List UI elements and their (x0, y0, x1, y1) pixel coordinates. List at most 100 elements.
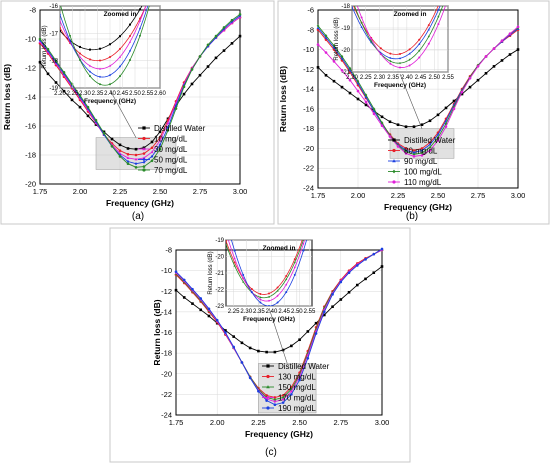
series-point (332, 79, 336, 83)
inset-x-tick-label: 2.55 (142, 91, 154, 97)
legend-entry: 170 mg/dL (278, 394, 316, 403)
series-point (356, 89, 360, 93)
series-point (436, 113, 440, 117)
inset-series-point (129, 58, 131, 61)
inset-y-tick-label: -21 (215, 271, 224, 277)
inset-y-tick-label: -23 (215, 304, 224, 310)
legend-swatch-marker (142, 147, 146, 151)
series-point (281, 395, 285, 399)
inset-series-point (79, 45, 81, 48)
series-point (340, 85, 344, 89)
series-point (281, 394, 285, 397)
inset-series-point (98, 67, 102, 70)
inset-series-point (268, 292, 270, 295)
y-tick-label: -22 (303, 164, 314, 173)
inset-series-point (427, 28, 430, 31)
legend-swatch-marker (142, 157, 146, 162)
series-point (265, 399, 268, 402)
series-point (420, 154, 424, 157)
series-point (62, 89, 66, 93)
x-tick-label: 1.75 (33, 187, 48, 196)
series-point (118, 149, 122, 152)
inset-series-point (408, 52, 411, 55)
y-tick-label: -14 (25, 93, 36, 102)
series-point (158, 130, 162, 134)
inset-series-point (88, 64, 92, 67)
y-axis-label: Return loss (dB) (278, 66, 288, 132)
inset-series-point (437, 6, 440, 7)
series-line (175, 249, 383, 398)
y-tick-label: -24 (303, 184, 314, 193)
series-point (339, 280, 343, 284)
series-point (46, 72, 50, 76)
y-tick-label: -24 (161, 411, 172, 420)
series-point (290, 344, 293, 348)
x-tick-label: 1.75 (169, 418, 184, 427)
legend-entry: Distilled Water (278, 362, 330, 371)
series-point (86, 105, 90, 109)
inset-series-point (268, 305, 270, 306)
inset-x-tick-label: 2.30 (79, 91, 91, 97)
series-point (265, 394, 268, 397)
series-point (444, 119, 448, 122)
inset-series-point (99, 47, 101, 50)
inset-series-point (399, 66, 401, 69)
inset-series-point (60, 29, 61, 32)
series-point (356, 97, 360, 101)
series-point (240, 341, 244, 345)
x-tick-label: 2.50 (292, 418, 307, 427)
series-point (166, 129, 170, 132)
inset-series-point (226, 243, 228, 246)
inset-series-point (389, 60, 392, 63)
series-point (281, 401, 285, 404)
series-point (134, 153, 138, 157)
legend-swatch-marker (142, 126, 146, 130)
inset-series-point (427, 24, 430, 27)
legend-entry: 80 mg/dL (404, 147, 438, 156)
inset-x-tick-label: 2.40 (104, 91, 116, 97)
inset-series-point (408, 58, 411, 61)
series-point (428, 119, 432, 123)
series-point (198, 55, 202, 58)
inset-x-tick-label: 2.45 (278, 309, 290, 315)
series-point (142, 165, 146, 168)
series-line (317, 26, 519, 157)
series-point (324, 73, 328, 77)
inset-series-point (109, 56, 111, 59)
series-point (273, 396, 277, 399)
series-point (404, 150, 408, 154)
series-point (62, 71, 66, 74)
series-point (324, 34, 328, 38)
series-point (404, 147, 408, 150)
inset-series-point (139, 27, 141, 30)
series-point (118, 143, 122, 147)
legend-swatch-marker (266, 406, 270, 410)
inset-series-point (437, 23, 440, 26)
series-point (500, 39, 504, 42)
series-point (396, 123, 400, 127)
inset-series-point (418, 56, 421, 59)
inset-series-point (370, 39, 373, 43)
series-point (38, 37, 42, 41)
series-point (54, 59, 58, 63)
series-point (484, 71, 488, 75)
series-point (78, 94, 82, 97)
series-point (158, 147, 162, 151)
series-point (331, 293, 334, 296)
series-point (316, 43, 320, 46)
y-tick-label: -20 (161, 369, 172, 378)
inset-series-point (60, 26, 61, 29)
inset-series-point (259, 301, 262, 304)
series-point (182, 85, 186, 89)
series-point (222, 49, 226, 52)
series-point (347, 271, 351, 274)
inset-title: Zoomed in (394, 11, 427, 18)
inset-series-point (119, 35, 121, 38)
inset-y-tick-label: -19 (341, 26, 350, 32)
series-point (452, 107, 456, 111)
y-tick-label: -10 (161, 266, 172, 275)
series-point (412, 150, 416, 154)
inset-series-point (89, 75, 91, 78)
chart-panel-a: 1.75 2.00 2.25 2.50 2.75 3.00 -8 -10 -12 -14 -16 -1… (2, 4, 247, 222)
inset-y-tick-label: -17 (49, 31, 58, 37)
